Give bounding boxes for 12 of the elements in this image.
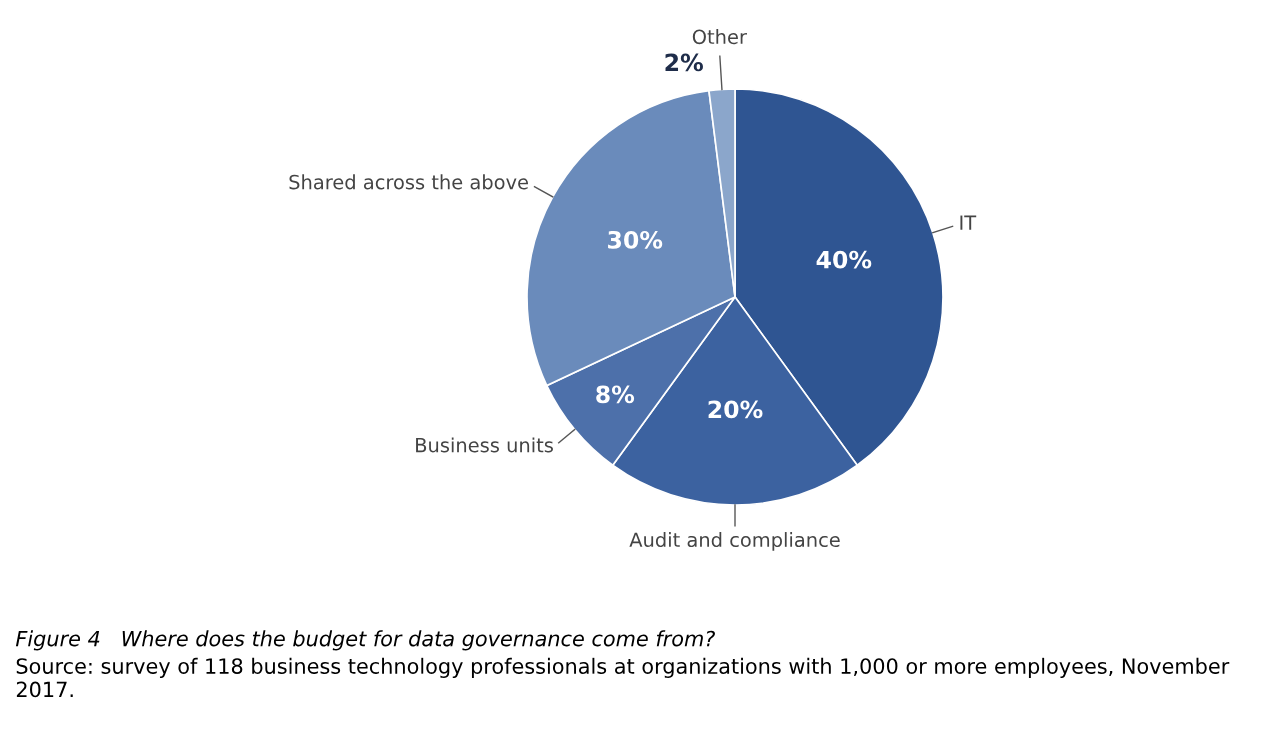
slice-label: Business units <box>416 437 553 453</box>
text: Figure 4 Where does the budget for data governance come from? <box>15 630 715 651</box>
data-label: 40% <box>816 250 872 269</box>
slice-label: Other <box>692 29 747 45</box>
data-label: 2% <box>665 53 703 72</box>
data-label: 8% <box>596 385 635 404</box>
slice-label: IT <box>960 215 977 230</box>
data-label: 30% <box>608 230 663 249</box>
slice-label: Audit and compliance <box>629 532 840 551</box>
slice-label: Shared across the above <box>289 174 528 190</box>
source-note: Source: survey of 118 business technology professionals at organizations with 1,000 or more employees, November 2017. <box>16 657 1230 698</box>
data-label: 20% <box>708 400 763 419</box>
